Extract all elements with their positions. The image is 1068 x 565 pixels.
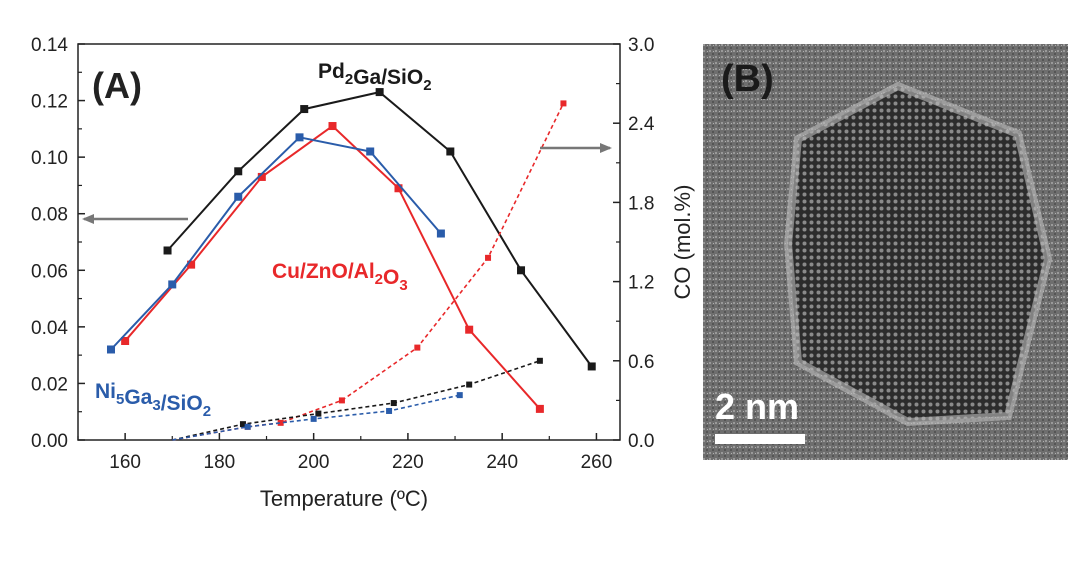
data-point (257, 172, 266, 181)
data-point (315, 410, 322, 417)
y-right-tick-label: 0.6 (628, 352, 654, 373)
y-right-tick-label: 1.2 (628, 273, 654, 294)
y-left-tick-label: 0.14 (31, 35, 68, 56)
series-label: Cu/ZnO/Al2O3 (272, 260, 408, 294)
y-left-tick-label: 0.04 (31, 318, 68, 339)
y-left-tick-label: 0.10 (31, 148, 68, 169)
y-left-tick-label: 0.02 (31, 374, 68, 395)
data-point (465, 325, 474, 334)
data-point (560, 100, 567, 107)
data-point (536, 357, 543, 364)
tem-image-panel-b: (B) 2 nm (703, 44, 1068, 460)
data-point (436, 229, 445, 238)
plot-frame (77, 43, 621, 441)
data-point (375, 88, 384, 97)
data-point (244, 423, 251, 430)
data-point (234, 167, 243, 176)
data-point (328, 122, 337, 131)
series-label: Ni5Ga3/SiO2 (95, 380, 211, 420)
data-point (121, 337, 130, 345)
data-point (446, 147, 455, 156)
nanoparticle (783, 81, 1053, 427)
data-point (234, 192, 243, 201)
x-tick-label: 220 (392, 452, 424, 473)
data-point (277, 419, 284, 426)
data-point (295, 133, 304, 142)
data-point (456, 392, 463, 399)
y-left-tick-label: 0.12 (31, 92, 68, 113)
y-right-tick-label: 0.0 (628, 431, 654, 452)
data-point (310, 415, 317, 422)
data-point (187, 260, 196, 269)
data-point (386, 407, 393, 414)
x-tick-label: 240 (486, 452, 518, 473)
y-left-tick-label: 0.00 (31, 431, 68, 452)
y-right-tick-label: 3.0 (628, 35, 654, 56)
series-label: Pd2Ga/SiO2 (318, 60, 432, 94)
tem-micrograph (703, 44, 1068, 460)
y-right-axis-title: CO (mol.%) (670, 185, 695, 300)
data-point (390, 400, 397, 407)
series-line (110, 136, 442, 351)
data-point (535, 404, 544, 413)
data-point (394, 184, 403, 193)
x-tick-label: 200 (298, 452, 330, 473)
y-right-tick-label: 1.8 (628, 193, 654, 214)
x-tick-label: 160 (109, 452, 141, 473)
data-point (485, 254, 492, 261)
data-point (300, 105, 309, 114)
data-point (168, 280, 177, 289)
panel-label-b: (B) (721, 58, 774, 100)
y-right-tick-label: 2.4 (628, 114, 655, 135)
chart-panel-a: 160 180 200 220 240 260 0.00 0.02 0.04 0.06 0.08 0.… (31, 35, 695, 511)
x-axis-title: Temperature (ºC) (260, 486, 428, 511)
y-left-tick-label: 0.08 (31, 205, 68, 226)
scale-bar-label: 2 nm (715, 386, 800, 427)
scale-bar (715, 434, 805, 444)
data-point (106, 345, 115, 354)
y-left-tick-label: 0.06 (31, 261, 68, 282)
series-line (172, 360, 541, 441)
x-tick-label: 180 (204, 452, 236, 473)
data-point (338, 397, 345, 404)
data-point (163, 246, 172, 255)
data-point (587, 362, 596, 371)
data-point (466, 381, 473, 388)
panel-label-a: (A) (92, 65, 142, 106)
x-tick-label: 260 (581, 452, 613, 473)
series-line (166, 91, 593, 368)
data-point (366, 147, 375, 156)
data-point (517, 266, 526, 275)
data-point (414, 344, 421, 351)
data-point (239, 421, 246, 428)
